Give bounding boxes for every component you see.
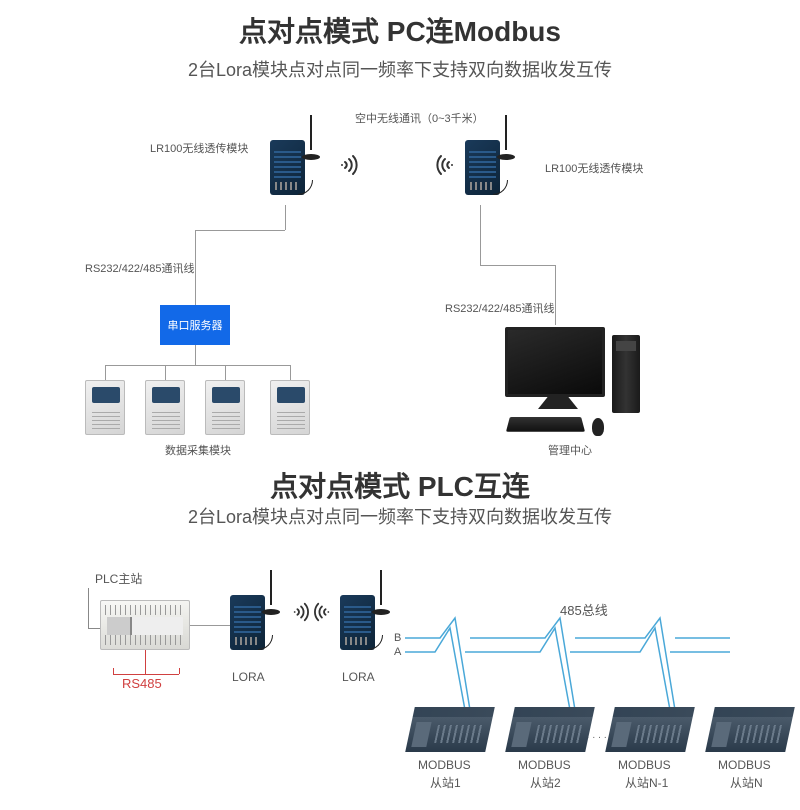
rs485-line-v bbox=[145, 650, 146, 674]
subtitle-2: 2台Lora模块点对点同一频率下支持双向数据收发互传 bbox=[0, 503, 800, 529]
modbus-stn-4: 从站N bbox=[730, 774, 763, 791]
label-rs485: RS485 bbox=[122, 676, 162, 691]
lora-module-left bbox=[270, 125, 325, 205]
serial-server-label: 串口服务器 bbox=[168, 317, 223, 333]
plc-line-2 bbox=[88, 628, 100, 629]
label-module-right: LR100无线透传模块 bbox=[545, 160, 643, 176]
meter-4 bbox=[270, 380, 310, 435]
meter-1 bbox=[85, 380, 125, 435]
rs485-line-h bbox=[113, 674, 179, 675]
lora-module-right bbox=[465, 125, 520, 205]
wifi-icon-left bbox=[332, 153, 362, 177]
modbus-stn-3: 从站N-1 bbox=[625, 774, 668, 791]
wire-left-v2 bbox=[195, 230, 196, 305]
label-module-left: LR100无线透传模块 bbox=[150, 140, 248, 156]
wifi-icon-2-left bbox=[285, 601, 313, 623]
wire-right-v2 bbox=[555, 265, 556, 325]
wire-right-v1 bbox=[480, 205, 481, 265]
modbus-node-2 bbox=[505, 707, 595, 752]
bus-485-lines bbox=[400, 610, 740, 720]
lora-1 bbox=[230, 580, 285, 660]
rs485-line-l bbox=[113, 668, 114, 674]
bus-d2 bbox=[165, 365, 166, 380]
modbus-stn-2: 从站2 bbox=[530, 774, 561, 791]
modbus-name-2: MODBUS bbox=[518, 758, 571, 772]
bus-v bbox=[195, 345, 196, 365]
modbus-name-3: MODBUS bbox=[618, 758, 671, 772]
plc-line-1 bbox=[88, 588, 89, 628]
label-plc: PLC主站 bbox=[95, 570, 142, 587]
label-meters: 数据采集模块 bbox=[165, 442, 231, 458]
label-lora-2: LORA bbox=[342, 670, 375, 684]
modbus-stn-1: 从站1 bbox=[430, 774, 461, 791]
label-serial-right: RS232/422/485通讯线 bbox=[445, 300, 554, 316]
bus-d1 bbox=[105, 365, 106, 380]
label-pc: 管理中心 bbox=[548, 442, 592, 458]
label-serial-left: RS232/422/485通讯线 bbox=[85, 260, 194, 276]
pc-mouse bbox=[592, 418, 604, 436]
modbus-node-3 bbox=[605, 707, 695, 752]
modbus-node-1 bbox=[405, 707, 495, 752]
label-wireless: 空中无线通讯（0~3千米） bbox=[355, 110, 484, 126]
label-lora-1: LORA bbox=[232, 670, 265, 684]
bus-d4 bbox=[290, 365, 291, 380]
wire-left-h bbox=[195, 230, 285, 231]
plc-master bbox=[100, 600, 190, 650]
pc-monitor bbox=[505, 327, 605, 397]
modbus-name-1: MODBUS bbox=[418, 758, 471, 772]
title-2: 点对点模式 PLC互连 bbox=[0, 465, 800, 505]
plc-to-lora-line bbox=[190, 625, 230, 626]
wire-right-h bbox=[480, 265, 555, 266]
meter-3 bbox=[205, 380, 245, 435]
lora-2 bbox=[340, 580, 395, 660]
modbus-name-4: MODBUS bbox=[718, 758, 771, 772]
meter-2 bbox=[145, 380, 185, 435]
bus-d3 bbox=[225, 365, 226, 380]
wifi-icon-right bbox=[432, 153, 462, 177]
serial-server-box: 串口服务器 bbox=[160, 305, 230, 345]
modbus-node-4 bbox=[705, 707, 795, 752]
title-1: 点对点模式 PC连Modbus bbox=[0, 10, 800, 50]
bus-h bbox=[105, 365, 290, 366]
subtitle-1: 2台Lora模块点对点同一频率下支持双向数据收发互传 bbox=[0, 56, 800, 82]
wire-left-v1 bbox=[285, 205, 286, 230]
pc-keyboard bbox=[506, 417, 585, 432]
wifi-icon-2-right bbox=[310, 601, 338, 623]
pc-tower bbox=[612, 335, 640, 413]
rs485-line-r bbox=[179, 668, 180, 674]
